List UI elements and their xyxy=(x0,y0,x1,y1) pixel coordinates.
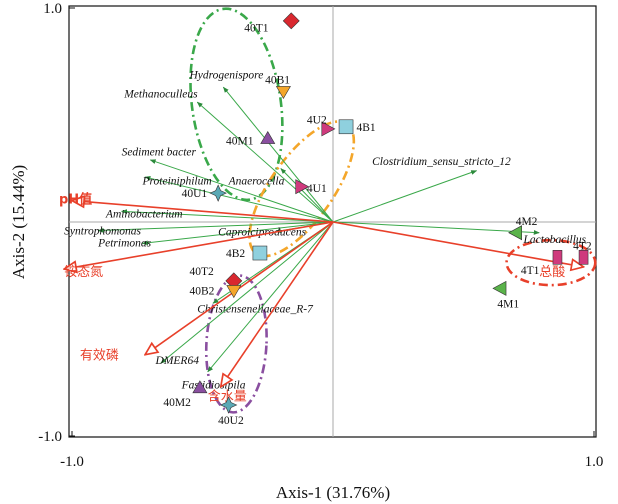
species-label: Petrimonas xyxy=(97,237,152,249)
sample-label: 40T1 xyxy=(244,22,269,34)
sample-marker xyxy=(508,225,523,241)
species-label: Lactobacillus xyxy=(523,234,587,246)
sample-marker xyxy=(209,184,227,202)
sample-label: 4U2 xyxy=(307,114,327,126)
sample-label: 4M2 xyxy=(516,216,538,228)
y-tick-label: 1.0 xyxy=(43,1,62,17)
species-arrow xyxy=(141,221,334,246)
species-arrow xyxy=(144,175,334,223)
environment-label: 有效磷 xyxy=(80,349,119,364)
sample-label: 40T2 xyxy=(189,266,214,278)
species-arrow xyxy=(120,209,334,223)
sample-points: 40T1 40B1 40M1 4U2 4B1 4U1 40U1 4B2 40T2 40B2 40M2… xyxy=(163,12,592,427)
group-ellipse xyxy=(505,238,597,287)
species-arrow xyxy=(332,170,478,223)
species-arrow xyxy=(97,221,334,233)
species-arrow xyxy=(332,221,540,235)
sample-label: 40U2 xyxy=(218,415,244,427)
species-label: Proteiniphilum xyxy=(141,175,211,187)
sample-label: 4B2 xyxy=(226,248,245,260)
sample-marker xyxy=(260,130,276,144)
sample-marker xyxy=(552,250,563,265)
x-tick-label: 1.0 xyxy=(585,454,604,470)
group-ellipse xyxy=(189,7,284,202)
sample-label: 4U1 xyxy=(307,183,327,195)
sample-label: 4T1 xyxy=(521,265,540,277)
species-label: Caproiciproducens xyxy=(218,227,306,239)
sample-marker xyxy=(219,396,238,414)
x-axis-title: Axis-1 (31.76%) xyxy=(276,483,390,502)
sample-marker xyxy=(295,179,310,195)
sample-label: 4B1 xyxy=(356,122,375,134)
group-ellipses xyxy=(189,7,597,414)
species-arrow xyxy=(196,101,334,223)
sample-marker xyxy=(252,245,268,261)
environment-label: 总酸 xyxy=(539,265,565,280)
y-tick-label: -1.0 xyxy=(38,429,62,445)
species-label: Syntrophomonas xyxy=(64,226,141,238)
environment-arrow xyxy=(332,221,584,267)
species-arrow xyxy=(222,86,334,223)
sample-marker xyxy=(282,12,300,30)
species-label: Anaerocella xyxy=(228,175,285,187)
y-axis-title: Axis-2 (15.44%) xyxy=(9,165,28,279)
sample-marker xyxy=(321,121,336,137)
species-arrow xyxy=(280,168,334,223)
species-arrow xyxy=(207,221,334,373)
sample-marker xyxy=(492,280,507,296)
sample-label: 40B2 xyxy=(189,285,214,297)
sample-label: 4T2 xyxy=(573,241,592,253)
sample-marker xyxy=(578,250,589,265)
sample-label: 40U1 xyxy=(182,188,208,200)
environment-arrow xyxy=(72,201,334,223)
species-label: DMER64 xyxy=(155,355,200,367)
sample-marker xyxy=(275,86,291,100)
species-label: Methanoculleus xyxy=(123,89,198,101)
species-label: Sediment bacter xyxy=(122,146,197,158)
species-label: Aminobacterium xyxy=(105,208,183,220)
sample-marker xyxy=(226,285,242,299)
environment-arrow xyxy=(64,221,334,269)
environment-label: pH值 xyxy=(59,191,92,207)
group-ellipse xyxy=(204,274,268,414)
sample-label: 40B1 xyxy=(265,75,290,87)
species-vectors: Hydrogenispore Methanoculleus Sediment bac… xyxy=(64,69,586,391)
species-label: Hydrogenispore xyxy=(188,69,263,81)
sample-marker xyxy=(338,119,354,135)
sample-marker xyxy=(192,380,208,394)
environment-label: 含水量 xyxy=(208,388,247,404)
environment-arrow xyxy=(221,221,334,387)
axis-ticks: -1.0 1.0 1.0 -1.0 xyxy=(38,1,603,470)
environment-label: 铵态氮 xyxy=(64,265,103,280)
x-tick-label: -1.0 xyxy=(60,454,84,470)
species-arrow xyxy=(160,221,334,364)
sample-label: 40M2 xyxy=(163,397,191,409)
species-label: Christensenellaceae_R-7 xyxy=(197,304,314,316)
species-arrow xyxy=(149,159,334,223)
sample-label: 4M1 xyxy=(497,298,519,310)
species-label: Clostridium_sensu_stricto_12 xyxy=(372,156,511,168)
sample-label: 40M1 xyxy=(226,136,254,148)
